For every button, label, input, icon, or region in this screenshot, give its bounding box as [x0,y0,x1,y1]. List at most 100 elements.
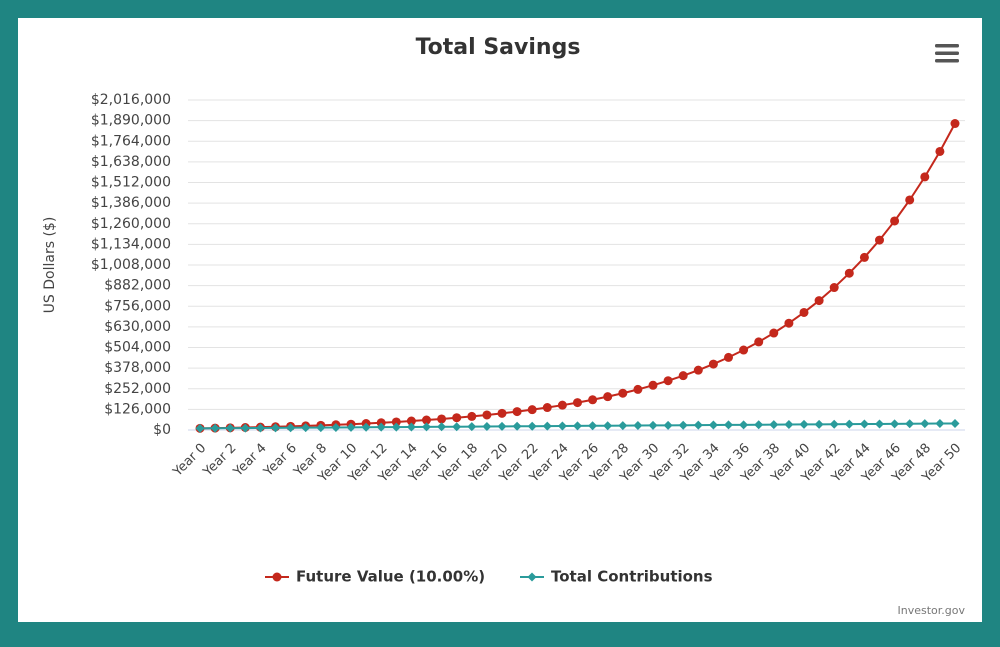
data-point [588,395,598,405]
data-point [935,419,945,429]
data-point [829,283,839,293]
data-point [799,307,809,317]
menu-icon[interactable] [935,44,959,63]
data-point [603,421,613,431]
legend-label: Total Contributions [551,568,713,586]
data-point [693,365,703,375]
data-point [875,419,884,429]
data-point [724,352,733,362]
data-point [512,407,522,417]
data-point [603,392,613,402]
legend-item[interactable]: Total Contributions [520,568,713,586]
data-point [422,422,431,432]
series [195,418,960,433]
data-point [633,421,643,431]
data-point [920,419,930,429]
data-point [708,359,718,369]
y-tick-label: $756,000 [104,298,171,314]
data-point [437,414,447,424]
y-tick-label: $1,890,000 [91,113,171,129]
chart-panel [18,18,982,622]
y-tick-label: $2,016,000 [91,92,171,108]
data-point [648,380,658,390]
data-point [573,421,582,431]
data-point [739,420,749,430]
data-point [452,422,462,432]
data-point [708,420,718,430]
data-point [633,384,643,394]
data-point [467,422,477,432]
data-point [829,419,839,429]
data-point [814,296,824,306]
data-point [769,328,779,338]
y-tick-label: $882,000 [104,278,171,294]
data-point [452,413,462,423]
legend-item[interactable]: Future Value (10.00%) [265,568,485,586]
data-point [920,172,930,182]
data-point [391,422,401,432]
data-point [301,423,311,433]
data-point [527,421,537,431]
y-tick-label: $1,764,000 [91,133,171,149]
data-point [542,421,552,431]
chart-title: Total Savings [416,35,581,60]
data-point [784,318,794,328]
x-tick-label: Year 2 [200,441,240,481]
data-point [240,423,250,433]
data-point [618,388,628,398]
x-tick-label: Year 0 [170,441,210,481]
data-point [482,421,492,431]
data-point [391,417,401,427]
data-point [286,423,296,433]
data-point [255,423,265,433]
data-point [784,420,794,430]
data-point [814,419,824,429]
menu-bar [935,51,959,55]
data-point [950,119,960,129]
data-point [799,419,809,429]
y-tick-label: $252,000 [104,381,171,397]
data-point [467,411,477,421]
menu-bar [935,44,959,48]
data-point [482,410,492,420]
series [195,119,960,433]
data-point [557,400,567,410]
data-point [905,195,915,205]
data-point [935,146,945,156]
data-point [844,268,854,278]
legend-symbol [272,572,282,582]
data-point [588,421,598,431]
data-point [573,398,582,408]
data-point [663,376,673,386]
y-axis-label: US Dollars ($) [42,217,58,314]
data-point [950,418,960,428]
data-point [844,419,854,429]
data-point [890,419,900,429]
data-point [346,422,356,432]
data-point [497,421,507,431]
data-point [512,421,522,431]
data-point [663,420,673,430]
y-tick-label: $504,000 [104,340,171,356]
data-point [557,421,567,431]
data-point [754,420,764,430]
data-point [406,422,416,432]
x-tick-label: Year 4 [230,441,270,481]
x-tick-label: Year 6 [260,441,300,481]
menu-bar [935,59,959,63]
y-tick-label: $1,638,000 [91,154,171,170]
credit: Investor.gov [898,604,966,617]
series-line [199,123,956,430]
legend-label: Future Value (10.00%) [296,568,485,586]
y-tick-label: $1,008,000 [91,257,171,273]
y-tick-label: $1,134,000 [91,236,171,252]
y-tick-label: $1,260,000 [91,216,171,232]
data-point [859,419,869,429]
data-point [542,403,552,413]
data-point [678,371,688,381]
data-point [422,415,431,425]
data-point [225,423,235,433]
data-point [648,420,658,430]
